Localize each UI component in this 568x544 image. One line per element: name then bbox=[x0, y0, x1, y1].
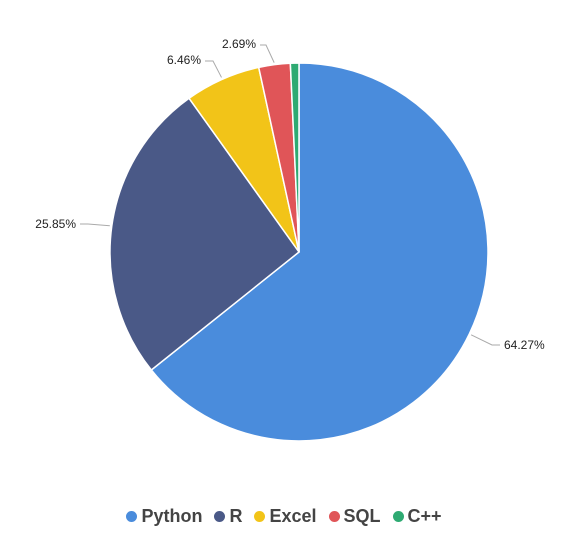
legend-label-python: Python bbox=[141, 506, 203, 526]
legend-swatch-r bbox=[214, 511, 226, 522]
legend-label-cplusplus: C++ bbox=[407, 506, 442, 526]
pie-slice-python bbox=[150, 62, 489, 442]
legend-swatch-python bbox=[126, 511, 138, 522]
legend-swatch-sql bbox=[328, 511, 340, 522]
leader-line-excel bbox=[205, 60, 222, 78]
slice-labels: 64.27% 25.85% 6.46% 2.69% bbox=[35, 37, 545, 352]
leader-line-python bbox=[470, 334, 500, 346]
data-label-sql: 2.69% bbox=[222, 37, 256, 51]
leader-line-r bbox=[80, 223, 110, 227]
legend-item-excel: Excel bbox=[254, 506, 317, 527]
data-label-python: 64.27% bbox=[504, 338, 545, 352]
legend-item-r: R bbox=[214, 506, 242, 527]
legend-item-sql: SQL bbox=[328, 506, 381, 527]
legend-label-r: R bbox=[229, 506, 243, 526]
pie-slice-cplusplus bbox=[289, 62, 300, 253]
data-label-excel: 6.46% bbox=[167, 53, 201, 67]
legend-item-cplusplus: C++ bbox=[392, 506, 442, 527]
leader-line-sql bbox=[260, 44, 275, 63]
legend-swatch-excel bbox=[254, 511, 266, 522]
data-label-r: 25.85% bbox=[35, 217, 76, 231]
pie-slice-r bbox=[109, 97, 301, 372]
legend: Python R Excel SQL C++ bbox=[0, 506, 568, 527]
legend-item-python: Python bbox=[126, 506, 202, 527]
legend-label-excel: Excel bbox=[269, 506, 317, 526]
pie-chart: 64.27% 25.85% 6.46% 2.69% bbox=[35, 37, 545, 442]
legend-swatch-cplusplus bbox=[392, 511, 404, 522]
leader-lines bbox=[80, 44, 500, 346]
pie-slices bbox=[109, 62, 489, 442]
legend-label-sql: SQL bbox=[343, 506, 381, 526]
